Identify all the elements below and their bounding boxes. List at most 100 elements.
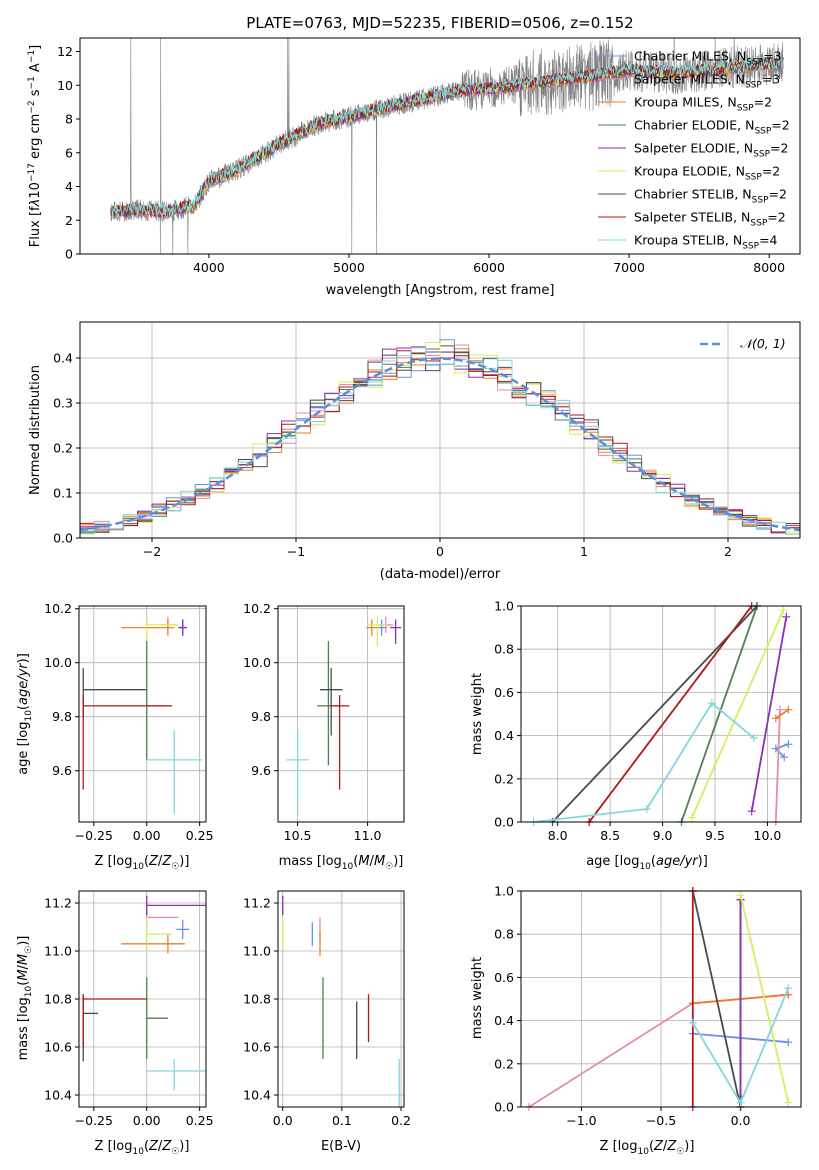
weight-marker-5 xyxy=(736,891,745,900)
x-tick-label: 2 xyxy=(724,544,732,559)
weight-marker-4 xyxy=(747,807,756,816)
weight-marker-5 xyxy=(687,813,696,822)
y-tick-label: 0.2 xyxy=(494,771,514,786)
y-tick-label: 0.8 xyxy=(494,927,514,942)
axes-frame xyxy=(277,890,405,1108)
y-tick-label: 10.0 xyxy=(44,655,72,670)
weight-line-8 xyxy=(533,701,755,822)
weight-marker-2 xyxy=(784,705,793,714)
axes-frame xyxy=(78,605,207,823)
weight-marker-0 xyxy=(784,1038,793,1047)
weight-marker-1 xyxy=(776,705,785,714)
y-tick-label: 10.8 xyxy=(243,992,271,1007)
x-tick-label: 0.25 xyxy=(186,1113,214,1128)
y-tick-label: 9.8 xyxy=(251,709,271,724)
weight-marker-2 xyxy=(771,714,780,723)
model-spectrum-8 xyxy=(110,55,784,216)
p6-y-label: mass [log10(M/M☉)] xyxy=(16,936,34,1061)
weight-line-1 xyxy=(528,993,789,1107)
x-tick-label: 0.00 xyxy=(133,1113,161,1128)
x-tick-label: 0.0 xyxy=(731,1113,751,1128)
weight-line-6 xyxy=(551,606,758,822)
normal-reference-curve xyxy=(80,357,800,532)
y-tick-label: 11.0 xyxy=(44,944,72,959)
y-tick-label: 11.2 xyxy=(243,896,271,911)
spectrum-x-label: wavelength [Angstrom, rest frame] xyxy=(326,283,555,298)
legend-label-3: Chabrier ELODIE, NSSP=2 xyxy=(634,118,790,137)
x-tick-label: 9.5 xyxy=(705,828,725,843)
legend-label-5: Kroupa ELODIE, NSSP=2 xyxy=(634,164,780,183)
p6-x-label: Z [log10(Z/Z☉)] xyxy=(95,1139,190,1157)
weight-marker-0 xyxy=(784,740,793,749)
weight-marker-4 xyxy=(782,612,791,621)
weight-line-3 xyxy=(680,606,758,822)
y-tick-label: 11.2 xyxy=(44,896,72,911)
weight-line-5 xyxy=(739,895,790,1103)
x-tick-label: 5000 xyxy=(333,260,365,275)
residual-y-label: Normed distribution xyxy=(28,365,43,495)
x-tick-label: −1.0 xyxy=(566,1113,596,1128)
y-tick-label: 10.0 xyxy=(243,655,271,670)
y-tick-label: 10 xyxy=(57,78,73,93)
y-tick-label: 10.6 xyxy=(44,1040,72,1055)
legend-label-2: Kroupa MILES, NSSP=2 xyxy=(634,95,772,114)
residual-x-label: (data-model)/error xyxy=(380,567,501,582)
x-tick-label: 8000 xyxy=(753,260,785,275)
y-tick-label: 0.0 xyxy=(494,1100,514,1115)
y-tick-label: 4 xyxy=(65,179,73,194)
weight-line-1 xyxy=(774,709,781,822)
legend-label-8: Kroupa STELIB, NSSP=4 xyxy=(634,233,778,252)
x-tick-label: 0.00 xyxy=(133,828,161,843)
age-vs-mass-panel: 10.5 11.0 9.6 9.8 10.0 10.2 xyxy=(243,601,405,843)
weight-line-4 xyxy=(750,616,788,812)
y-tick-label: 1.0 xyxy=(494,599,514,614)
p5-y-label: mass weight xyxy=(470,673,485,755)
y-tick-label: 9.6 xyxy=(251,763,271,778)
legend-label-4: Salpeter ELODIE, NSSP=2 xyxy=(634,141,788,160)
x-tick-label: −0.25 xyxy=(75,1113,113,1128)
p3-y-label: age [log10(age/yr)] xyxy=(16,653,34,775)
x-tick-label: 0.0 xyxy=(273,1113,293,1128)
figure-title: PLATE=0763, MJD=52235, FIBERID=0506, z=0… xyxy=(246,14,633,32)
y-tick-label: 0.1 xyxy=(53,486,73,501)
y-tick-label: 0.8 xyxy=(494,642,514,657)
y-tick-label: 0.6 xyxy=(494,685,514,700)
axes-frame xyxy=(277,605,405,823)
axes-frame xyxy=(520,605,802,823)
y-tick-label: 0.4 xyxy=(494,728,514,743)
y-tick-label: 1.0 xyxy=(494,884,514,899)
y-tick-label: 0.4 xyxy=(53,351,73,366)
residual-panel: −2 −1 0 1 2 0.0 0.1 0.2 0.3 0.4 (data-model)/erro… xyxy=(28,321,801,582)
x-tick-label: −0.25 xyxy=(75,828,113,843)
y-tick-label: 0.2 xyxy=(53,441,73,456)
weight-vs-age-panel: 8.0 8.5 9.0 9.5 10.0 0.0 0.2 0.4 0.6 0.8 1.0 xyxy=(494,599,802,843)
weight-marker-5 xyxy=(784,1098,793,1107)
y-tick-label: 10.2 xyxy=(44,601,72,616)
y-tick-label: 0.6 xyxy=(494,970,514,985)
mass-vs-extinction-panel: 0.0 0.1 0.2 10.4 10.6 10.8 11.0 11.2 xyxy=(243,890,411,1128)
p4-x-label: mass [log10(M/M☉)] xyxy=(279,854,404,872)
p7-x-label: E(B-V) xyxy=(321,1139,361,1154)
weight-marker-0 xyxy=(780,753,789,762)
p8-y-label: mass weight xyxy=(470,957,485,1039)
x-tick-label: 10.0 xyxy=(754,828,782,843)
p3-x-label: Z [log10(Z/Z☉)] xyxy=(95,854,190,872)
weight-marker-8 xyxy=(736,1098,745,1107)
legend-label-1: Salpeter MILES, NSSP=3 xyxy=(634,72,780,91)
y-tick-label: 9.8 xyxy=(52,709,72,724)
y-tick-label: 8 xyxy=(65,112,73,127)
weight-marker-8 xyxy=(707,699,716,708)
y-tick-label: 11.0 xyxy=(243,944,271,959)
y-tick-label: 0.0 xyxy=(53,531,73,546)
spectrum-legend: Chabrier MILES, NSSP=3 Salpeter MILES, NS… xyxy=(598,49,790,252)
residual-legend: 𝒩(0, 1) xyxy=(700,336,786,351)
x-tick-label: −1 xyxy=(287,544,305,559)
weight-line-2 xyxy=(775,708,789,720)
x-tick-label: 7000 xyxy=(613,260,645,275)
x-tick-label: −2 xyxy=(143,544,161,559)
y-tick-label: 10.8 xyxy=(44,992,72,1007)
weight-marker-8 xyxy=(784,984,793,993)
y-tick-label: 10.4 xyxy=(243,1088,271,1103)
spectrum-y-label: Flux [fλ10−17 erg cm−2 s−1 A−1] xyxy=(27,45,43,247)
